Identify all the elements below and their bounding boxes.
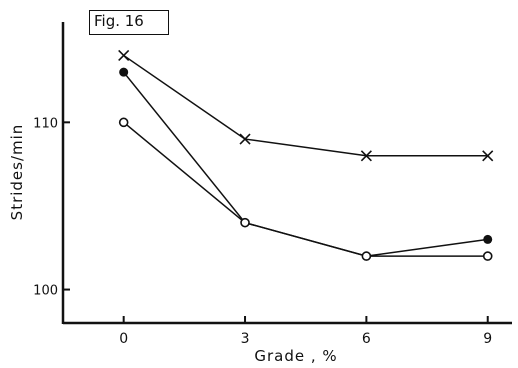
data-point-open-circle — [482, 251, 493, 261]
x-tick-label: 6 — [362, 331, 371, 347]
y-tick-label: 110 — [33, 116, 58, 131]
y-axis-label: Strides/min — [8, 124, 26, 221]
data-point-x-marker — [239, 133, 251, 145]
data-point-x-marker — [482, 150, 494, 162]
data-point-x-marker — [360, 150, 372, 162]
series-line-open-circle — [123, 121, 488, 257]
chart-title: Fig. 16 — [94, 12, 144, 30]
y-tick-label: 100 — [33, 284, 58, 299]
data-point-filled-circle — [483, 234, 493, 244]
series-line-x — [123, 54, 488, 157]
x-axis-label: Grade , % — [254, 347, 337, 365]
data-point-open-circle — [361, 251, 372, 261]
data-point-open-circle — [118, 117, 129, 128]
data-point-open-circle — [240, 217, 250, 228]
data-point-x-marker — [118, 49, 130, 62]
x-tick-label: 3 — [241, 331, 250, 347]
x-tick-label: 0 — [119, 331, 128, 347]
figure-label-box — [89, 10, 169, 35]
x-tick-label: 9 — [483, 331, 492, 347]
data-point-filled-circle — [119, 67, 129, 77]
series-line-filled-circle — [123, 71, 488, 257]
